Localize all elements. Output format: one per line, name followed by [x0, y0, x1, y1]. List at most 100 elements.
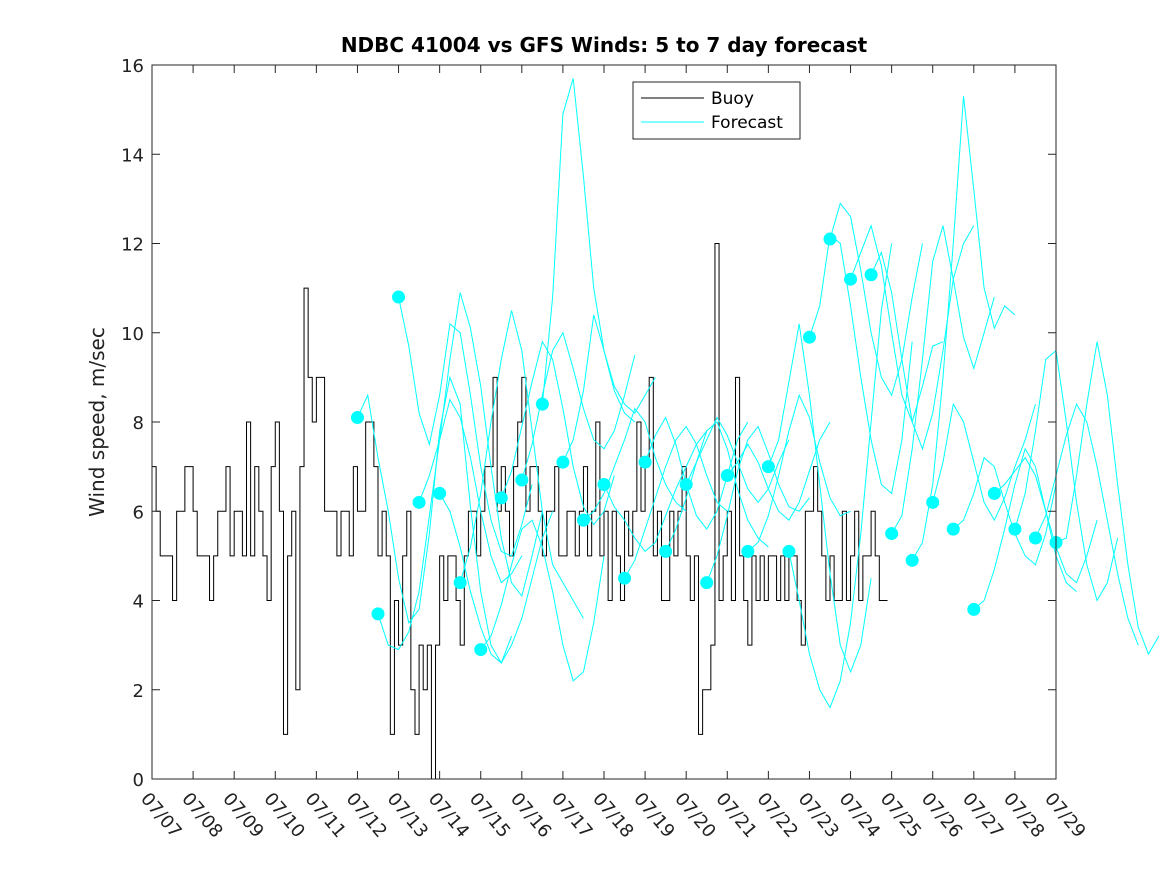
- forecast-marker: [392, 290, 406, 304]
- forecast-trace-34: [1055, 341, 1160, 656]
- x-tick-label: 07/15: [465, 789, 514, 842]
- forecast-trace-12: [603, 430, 708, 553]
- forecast-trace-33: [1035, 402, 1139, 646]
- forecast-trace-7: [500, 340, 615, 526]
- forecast-trace-17: [706, 425, 810, 583]
- forecast-marker: [453, 576, 467, 590]
- forecast-marker: [700, 576, 714, 590]
- x-tick-label: 07/25: [876, 789, 925, 842]
- x-tick-label: 07/18: [588, 789, 637, 842]
- forecast-marker: [885, 527, 899, 541]
- y-tick-label: 14: [121, 145, 144, 166]
- forecast-trace-5: [459, 310, 584, 619]
- forecast-marker: [1008, 522, 1022, 536]
- forecast-marker: [864, 268, 878, 282]
- legend-buoy-label: Buoy: [711, 89, 754, 109]
- forecast-marker: [556, 455, 570, 469]
- forecast-trace-11: [583, 407, 687, 521]
- forecast-trace-3: [418, 292, 543, 598]
- forecast-marker: [659, 544, 673, 558]
- forecast-marker: [638, 455, 652, 469]
- y-tick-label: 8: [133, 413, 144, 434]
- forecast-marker: [679, 477, 693, 491]
- forecast-marker: [741, 544, 755, 558]
- forecast-trace-31: [994, 456, 1098, 584]
- forecast-trace-4: [439, 493, 554, 664]
- forecast-marker: [433, 486, 447, 500]
- x-tick-label: 07/24: [835, 789, 884, 842]
- legend-box: [632, 81, 801, 140]
- plot-area: [152, 65, 1056, 779]
- x-tick-label: 07/16: [506, 789, 555, 842]
- forecast-trace-13: [624, 425, 728, 579]
- series-layer: [152, 78, 1160, 780]
- forecast-trace-21: [788, 243, 893, 709]
- forecast-marker: [494, 491, 508, 505]
- x-tick-label: 07/13: [383, 789, 432, 842]
- forecast-marker: [967, 602, 981, 616]
- forecast-marker: [926, 495, 940, 509]
- forecast-trace-6: [480, 519, 605, 682]
- x-tick-label: 07/28: [999, 789, 1048, 842]
- x-tick-label: 07/29: [1040, 789, 1089, 842]
- forecast-marker: [412, 495, 426, 509]
- forecast-trace-29: [952, 456, 1057, 566]
- forecast-trace-20: [767, 323, 872, 674]
- x-tick-label: 07/10: [259, 789, 308, 842]
- y-tick-label: 10: [121, 324, 144, 345]
- forecast-trace-18: [726, 421, 831, 521]
- forecast-marker: [515, 473, 529, 487]
- y-tick-label: 6: [133, 502, 144, 523]
- x-tick-label: 07/20: [670, 789, 719, 842]
- x-tick-label: 07/08: [177, 789, 226, 842]
- forecast-trace-23: [829, 202, 923, 397]
- y-tick-label: 16: [121, 56, 144, 77]
- legend-forecast-label: Forecast: [711, 113, 783, 133]
- forecast-trace-15: [665, 421, 769, 552]
- forecast-marker: [720, 469, 734, 483]
- x-tick-label: 07/22: [753, 789, 802, 842]
- x-tick-label: 07/11: [301, 789, 350, 842]
- x-tick-label: 07/21: [711, 789, 760, 842]
- forecast-trace-26: [891, 225, 995, 534]
- forecast-marker: [535, 397, 549, 411]
- forecast-marker: [823, 232, 837, 246]
- chart-title: NDBC 41004 vs GFS Winds: 5 to 7 day fore…: [341, 33, 868, 57]
- x-tick-label: 07/26: [917, 789, 966, 842]
- forecast-trace-25: [870, 225, 975, 451]
- x-tick-label: 07/23: [794, 789, 843, 842]
- forecast-marker: [905, 553, 919, 567]
- forecast-trace-32: [1014, 349, 1119, 602]
- forecast-marker: [761, 460, 775, 474]
- y-tick-label: 12: [121, 235, 144, 256]
- y-tick-label: 2: [133, 681, 144, 702]
- forecast-trace-9: [541, 78, 636, 423]
- forecast-marker: [946, 522, 960, 536]
- x-tick-label: 07/19: [629, 789, 678, 842]
- legend: Buoy Forecast: [632, 81, 801, 140]
- forecast-trace-30: [973, 447, 1077, 610]
- buoy-series-line: [152, 243, 888, 780]
- forecast-marker: [987, 486, 1001, 500]
- forecast-marker: [371, 607, 385, 621]
- x-tick-label: 07/12: [342, 789, 391, 842]
- forecast-trace-24: [850, 224, 944, 424]
- x-tick-label: 07/09: [218, 789, 267, 842]
- forecast-trace-0: [357, 375, 513, 665]
- forecast-marker: [474, 643, 488, 657]
- forecast-marker: [782, 544, 796, 558]
- y-tick-label: 0: [133, 770, 144, 791]
- forecast-marker: [1028, 531, 1042, 545]
- forecast-marker: [350, 411, 364, 425]
- forecast-marker: [576, 513, 590, 527]
- forecast-trace-19: [747, 393, 851, 552]
- y-tick-label: 4: [133, 592, 144, 613]
- x-tick-label: 07/14: [424, 789, 473, 842]
- y-axis-label: Wind speed, m/sec: [85, 327, 109, 517]
- forecast-trace-1: [377, 398, 523, 651]
- x-tick-label: 07/27: [958, 789, 1007, 842]
- forecast-marker: [844, 272, 858, 286]
- x-tick-label: 07/17: [547, 789, 596, 842]
- forecast-trace-28: [932, 402, 1036, 522]
